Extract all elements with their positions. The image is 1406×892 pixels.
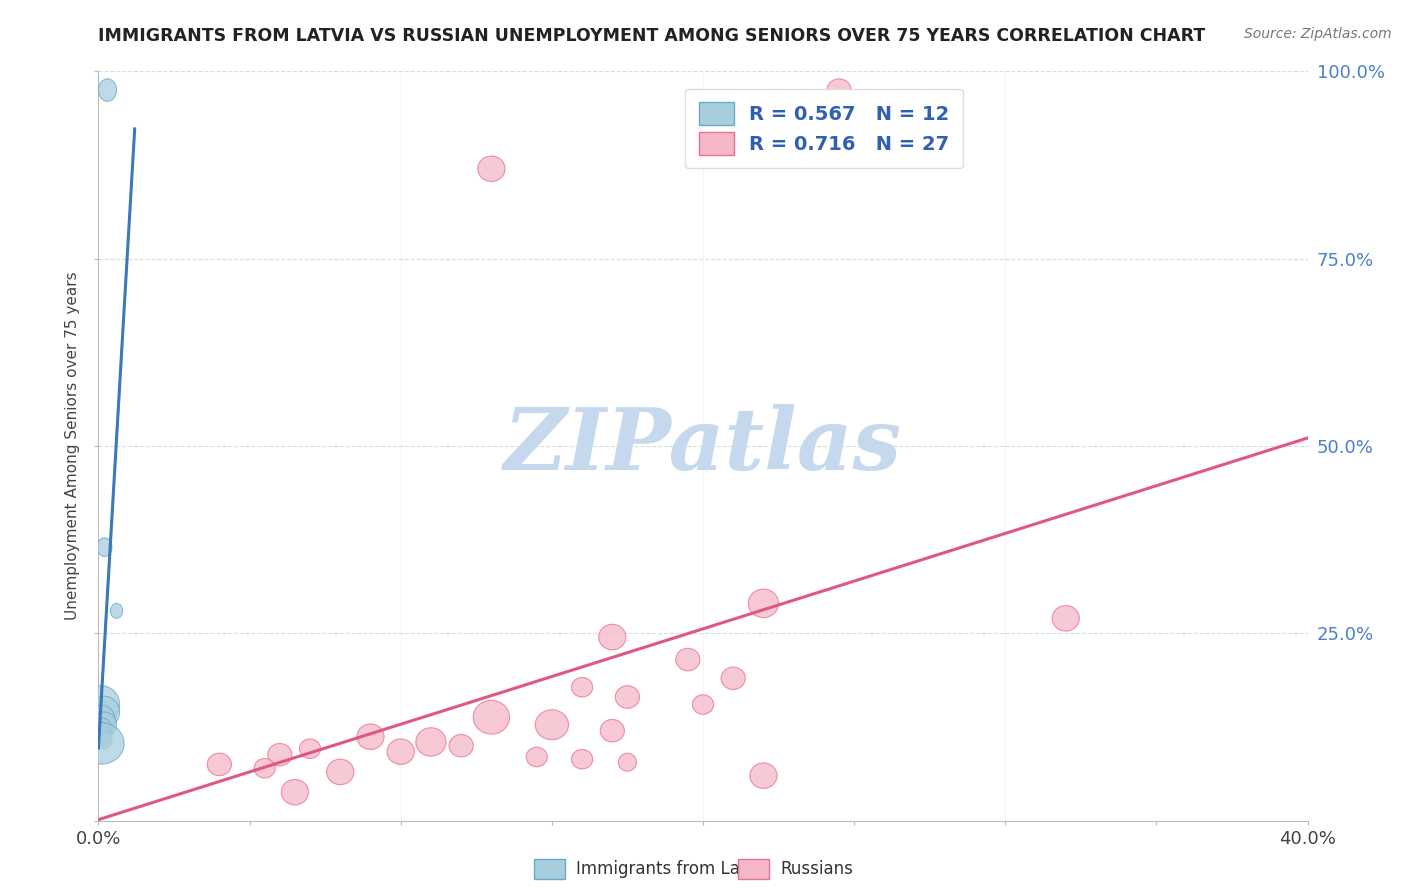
Text: Immigrants from Latvia: Immigrants from Latvia bbox=[576, 860, 772, 878]
Ellipse shape bbox=[79, 723, 124, 764]
Ellipse shape bbox=[749, 763, 778, 789]
Ellipse shape bbox=[83, 686, 120, 723]
Text: ZIPatlas: ZIPatlas bbox=[503, 404, 903, 488]
Ellipse shape bbox=[474, 700, 509, 734]
Ellipse shape bbox=[357, 724, 384, 749]
Text: Source: ZipAtlas.com: Source: ZipAtlas.com bbox=[1244, 27, 1392, 41]
Ellipse shape bbox=[93, 722, 111, 743]
Ellipse shape bbox=[90, 697, 120, 728]
Ellipse shape bbox=[599, 624, 626, 649]
Ellipse shape bbox=[692, 695, 714, 714]
Y-axis label: Unemployment Among Seniors over 75 years: Unemployment Among Seniors over 75 years bbox=[65, 272, 80, 620]
Ellipse shape bbox=[299, 739, 321, 758]
Ellipse shape bbox=[87, 706, 115, 734]
Ellipse shape bbox=[254, 758, 276, 778]
Ellipse shape bbox=[97, 731, 112, 748]
Ellipse shape bbox=[478, 156, 505, 181]
Text: IMMIGRANTS FROM LATVIA VS RUSSIAN UNEMPLOYMENT AMONG SENIORS OVER 75 YEARS CORRE: IMMIGRANTS FROM LATVIA VS RUSSIAN UNEMPL… bbox=[98, 27, 1206, 45]
Ellipse shape bbox=[416, 728, 446, 756]
Ellipse shape bbox=[536, 710, 568, 739]
Ellipse shape bbox=[281, 780, 308, 805]
Text: Russians: Russians bbox=[780, 860, 853, 878]
Ellipse shape bbox=[111, 603, 122, 618]
Ellipse shape bbox=[267, 743, 292, 766]
Ellipse shape bbox=[571, 749, 593, 769]
Ellipse shape bbox=[449, 734, 474, 757]
Ellipse shape bbox=[326, 759, 354, 785]
Ellipse shape bbox=[207, 753, 232, 776]
Ellipse shape bbox=[616, 686, 640, 708]
Ellipse shape bbox=[387, 739, 415, 764]
Legend: R = 0.567   N = 12, R = 0.716   N = 27: R = 0.567 N = 12, R = 0.716 N = 27 bbox=[685, 88, 963, 169]
Ellipse shape bbox=[97, 538, 112, 557]
Ellipse shape bbox=[93, 712, 117, 738]
Ellipse shape bbox=[526, 747, 547, 767]
Ellipse shape bbox=[98, 78, 117, 102]
Ellipse shape bbox=[600, 720, 624, 742]
Ellipse shape bbox=[619, 753, 637, 772]
Ellipse shape bbox=[93, 726, 111, 746]
Ellipse shape bbox=[91, 718, 112, 740]
Ellipse shape bbox=[748, 589, 779, 617]
Ellipse shape bbox=[827, 78, 851, 102]
Ellipse shape bbox=[1052, 606, 1080, 631]
Ellipse shape bbox=[721, 667, 745, 690]
Ellipse shape bbox=[571, 678, 593, 697]
Ellipse shape bbox=[676, 648, 700, 671]
